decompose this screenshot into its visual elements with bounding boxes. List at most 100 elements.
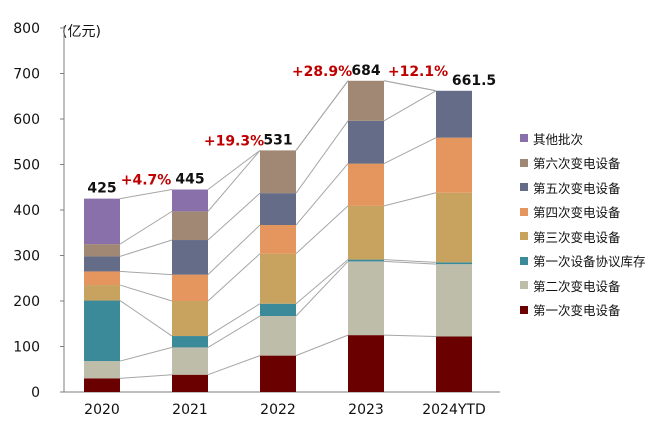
bar-segment	[172, 347, 208, 375]
legend-swatch	[520, 158, 528, 167]
bar-segment	[84, 198, 120, 245]
segment-connector-line	[119, 239, 173, 257]
segment-connector-line	[295, 120, 349, 194]
segment-connector-line	[207, 150, 261, 212]
segment-connector-line	[119, 210, 173, 245]
segment-connector-line	[295, 259, 349, 305]
bar-segment	[436, 264, 472, 337]
bar-segment	[172, 374, 208, 392]
y-tick-label: 800	[13, 21, 40, 37]
legend-swatch	[520, 256, 528, 265]
y-tick-label: 300	[13, 249, 40, 265]
bar-segment	[172, 274, 208, 301]
bar-segment	[84, 361, 120, 379]
legend-item: 第四次变电设备	[520, 200, 668, 225]
bar-segment	[348, 261, 384, 336]
segment-connector-line	[295, 163, 349, 226]
segment-connector-line	[383, 260, 437, 265]
growth-rate-label: +12.1%	[388, 64, 448, 80]
legend-item: 第一次变电设备	[520, 298, 668, 323]
bar-segment	[84, 271, 120, 286]
bar-total-label: 445	[175, 172, 204, 188]
bar-segment	[348, 205, 384, 260]
y-tick-label: 0	[31, 385, 40, 401]
segment-connector-line	[207, 253, 261, 302]
bar-total-label: 684	[351, 63, 380, 79]
legend-swatch	[520, 207, 528, 216]
segment-connector-line	[119, 374, 173, 379]
legend-label: 第六次变电设备	[533, 156, 621, 172]
y-tick-label: 400	[13, 203, 40, 219]
bar-segment	[260, 303, 296, 317]
segment-connector-line	[119, 346, 173, 362]
growth-rate-label: +4.7%	[121, 173, 172, 189]
bar-segment	[172, 211, 208, 241]
segment-connector-line	[207, 149, 261, 190]
bar-segment	[348, 259, 384, 262]
bar-total-label: 531	[263, 132, 292, 148]
bar-segment	[436, 90, 472, 138]
legend-label: 第一次设备协议库存	[533, 254, 646, 270]
segment-connector-line	[119, 284, 173, 302]
bar-segment	[436, 137, 472, 193]
x-tick-label: 2022	[260, 402, 296, 418]
legend-item: 其他批次	[520, 126, 668, 151]
bar-segment	[436, 262, 472, 265]
legend-item: 第六次变电设备	[520, 151, 668, 176]
growth-rate-label: +28.9%	[292, 64, 352, 80]
bar-segment	[260, 253, 296, 304]
segment-connector-line	[383, 192, 437, 207]
x-tick-label: 2020	[84, 402, 120, 418]
legend: 其他批次第六次变电设备 第五次变电设备 第四次变电设备 第三次变电设备第一次设备协议库…	[520, 126, 668, 322]
y-tick-label: 700	[13, 67, 40, 83]
legend-item: 第二次变电设备	[520, 273, 668, 298]
segment-connector-line	[295, 205, 349, 255]
segment-connector-line	[207, 355, 261, 376]
legend-label: 第五次变电设备	[533, 180, 621, 196]
bar-segment	[84, 285, 120, 301]
y-tick-label: 600	[13, 112, 40, 128]
segment-connector-line	[295, 80, 349, 151]
legend-label: 第四次变电设备	[533, 205, 621, 221]
segment-connector-line	[383, 259, 437, 263]
bar-segment	[84, 300, 120, 362]
connector-layer	[119, 80, 437, 379]
segment-connector-line	[295, 334, 349, 357]
bar-segment	[348, 335, 384, 392]
bar-segment	[260, 355, 296, 392]
segment-connector-line	[119, 270, 173, 276]
bar-segment	[348, 163, 384, 206]
legend-label: 第三次变电设备	[533, 229, 621, 245]
bar-segment	[348, 120, 384, 164]
y-tick-label: 100	[13, 340, 40, 356]
legend-label: 第二次变电设备	[533, 278, 621, 294]
bar-segment	[436, 192, 472, 263]
segment-connector-line	[207, 192, 261, 241]
bar-segment	[172, 301, 208, 337]
bar-segment	[260, 150, 296, 194]
legend-item: 第五次变电设备	[520, 175, 668, 200]
legend-swatch	[520, 183, 528, 192]
bar-segment	[172, 189, 208, 212]
bar-segment	[260, 316, 296, 356]
legend-label: 第一次变电设备	[533, 303, 621, 319]
bar-segment	[260, 193, 296, 226]
y-tick-label: 500	[13, 158, 40, 174]
segment-connector-line	[207, 303, 261, 337]
segment-connector-line	[383, 334, 437, 337]
segment-connector-line	[119, 300, 173, 337]
y-axis-unit-label: (亿元)	[62, 24, 101, 40]
segment-connector-line	[383, 90, 437, 122]
x-tick-label: 2023	[348, 402, 384, 418]
segment-connector-line	[383, 80, 437, 92]
axis-layer: 0 100 200 300 400 500 600 700 800	[13, 21, 500, 401]
bar-total-label: 425	[87, 181, 116, 197]
bar-total-label: 661.5	[452, 73, 496, 89]
x-tick-label: 2021	[172, 402, 208, 418]
bar-segment	[84, 256, 120, 272]
segment-connector-line	[119, 189, 173, 200]
bar-segment	[84, 244, 120, 257]
bar-segment	[260, 225, 296, 254]
legend-swatch	[520, 232, 528, 241]
